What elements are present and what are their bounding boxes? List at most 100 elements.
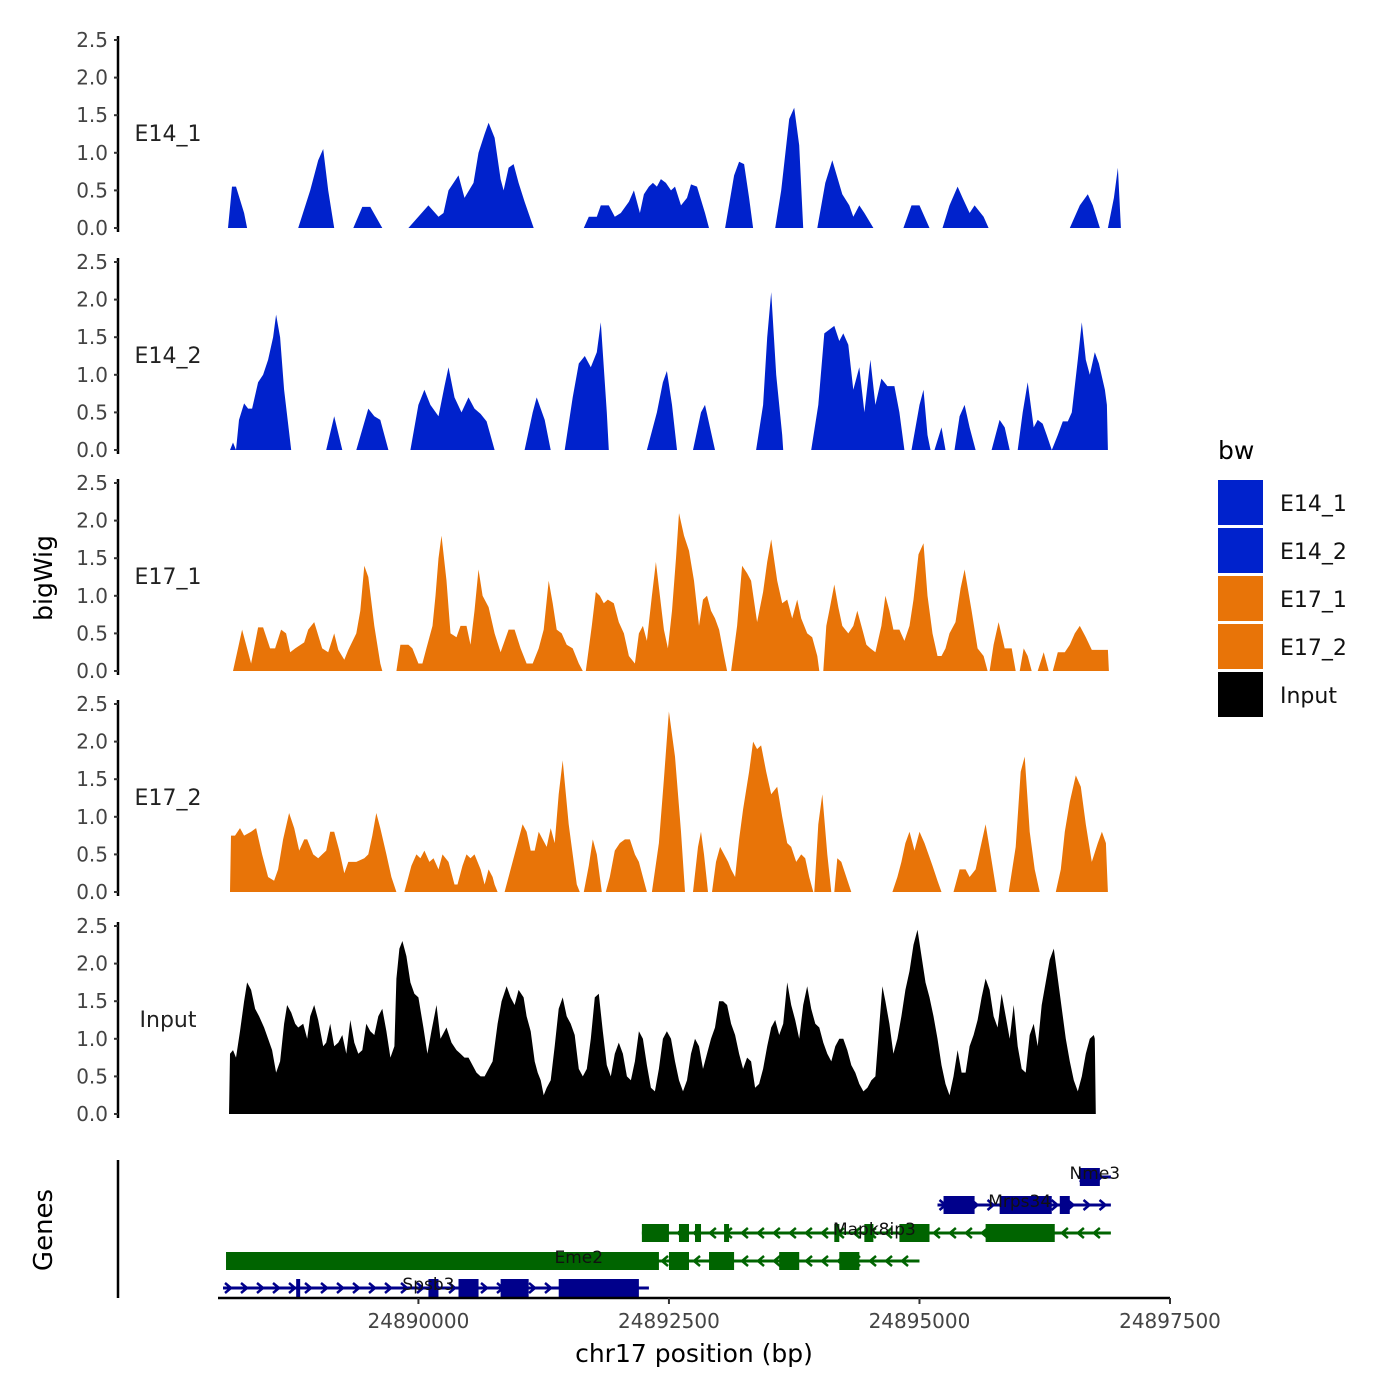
gene-exon	[899, 1224, 930, 1242]
strand-arrow	[851, 1227, 861, 1239]
gene-label: Mrps34	[988, 1192, 1051, 1212]
y-tick-label: 2.5	[76, 250, 108, 274]
strand-arrow	[931, 1227, 941, 1239]
gene-exon	[458, 1279, 479, 1297]
gene-model: Mapk8ip3	[641, 1220, 1111, 1242]
strand-arrow	[416, 1282, 425, 1294]
legend-title: bw	[1218, 436, 1254, 465]
y-tick-label: 0.0	[76, 1102, 108, 1126]
y-tick-label: 1.5	[76, 103, 108, 127]
legend-swatch	[1218, 672, 1263, 717]
strand-arrow	[304, 1282, 313, 1294]
y-tick-label: 0.5	[76, 178, 108, 202]
y-tick-label: 0.5	[76, 400, 108, 424]
legend-entry: E17_1	[1218, 576, 1347, 621]
legend-label: E14_2	[1280, 540, 1347, 565]
strand-arrow	[739, 1227, 749, 1239]
gene-exon	[864, 1224, 874, 1242]
y-tick-label: 1.5	[76, 546, 108, 570]
strand-arrow	[772, 1255, 781, 1267]
gene-label: Nme3	[1070, 1164, 1121, 1184]
strand-arrow	[947, 1227, 957, 1239]
y-tick-label: 1.5	[76, 989, 108, 1013]
strand-arrow	[336, 1282, 345, 1294]
x-axis-title: chr17 position (bp)	[575, 1339, 813, 1368]
legend-entry: Input	[1218, 672, 1337, 717]
gene-exon	[709, 1252, 735, 1270]
strand-arrow	[1050, 1199, 1060, 1211]
y-tick-label: 2.5	[76, 914, 108, 938]
legend-entry: E17_2	[1218, 624, 1347, 669]
y-tick-label: 2.0	[76, 509, 108, 533]
gene-model: Eme2	[226, 1248, 920, 1270]
strand-arrow	[787, 1227, 797, 1239]
gene-exon	[985, 1224, 1055, 1242]
strand-arrow	[692, 1255, 701, 1267]
legend-entry: E14_2	[1218, 528, 1347, 573]
strand-arrow	[900, 1255, 909, 1267]
y-tick-label: 0.5	[76, 1064, 108, 1088]
x-tick-label: 24897500	[1119, 1309, 1221, 1333]
gene-exon	[943, 1196, 975, 1214]
gene-exon	[1059, 1196, 1070, 1214]
gene-exon	[226, 1252, 659, 1270]
strand-arrow	[771, 1227, 781, 1239]
y-tick-label: 1.0	[76, 363, 108, 387]
strand-arrow	[755, 1227, 765, 1239]
y-tick-label: 2.0	[76, 730, 108, 754]
track-label: Input	[140, 1008, 197, 1033]
legend-label: E17_2	[1280, 636, 1347, 661]
gene-exon	[779, 1252, 800, 1270]
strand-arrow	[1098, 1199, 1108, 1211]
gene-exon	[678, 1224, 689, 1242]
y-tick-label: 1.5	[76, 325, 108, 349]
strand-arrow	[448, 1282, 457, 1294]
genes-panel: Nme3 Mrps34 Mapk8ip3 Eme2 Spsb3	[116, 1160, 1121, 1298]
strand-arrow	[883, 1227, 893, 1239]
strand-arrow	[272, 1282, 281, 1294]
strand-arrow	[240, 1282, 249, 1294]
track-panel: 2.5 2.0 1.5 1.0 0.5 0.0 E14_2	[76, 250, 1108, 462]
gene-exon	[296, 1279, 301, 1297]
strand-arrow	[368, 1282, 377, 1294]
track-panel: 2.5 2.0 1.5 1.0 0.5 0.0 E14_1	[76, 28, 1121, 240]
signal-area	[228, 107, 1121, 228]
strand-arrow	[986, 1199, 996, 1211]
y-tick-label: 2.0	[76, 288, 108, 312]
genes-track-label: Genes	[29, 1189, 59, 1271]
gene-exon	[1079, 1168, 1100, 1186]
gene-exon	[999, 1196, 1052, 1214]
y-tick-label: 0.0	[76, 880, 108, 904]
y-tick-label: 2.0	[76, 952, 108, 976]
legend-label: E14_1	[1280, 492, 1347, 517]
strand-arrow	[352, 1282, 361, 1294]
x-tick-label: 24892500	[618, 1309, 720, 1333]
gene-label: Mapk8ip3	[833, 1220, 916, 1240]
legend-label: Input	[1280, 684, 1337, 709]
strand-arrow	[480, 1282, 489, 1294]
gene-exon	[695, 1224, 702, 1242]
strand-arrow	[288, 1282, 297, 1294]
y-tick-label: 1.0	[76, 141, 108, 165]
strand-arrow	[1082, 1199, 1092, 1211]
strand-arrow	[256, 1282, 265, 1294]
y-tick-label: 0.0	[76, 438, 108, 462]
y-tick-label: 1.0	[76, 1027, 108, 1051]
legend-swatch	[1218, 480, 1263, 525]
gene-exon	[839, 1252, 860, 1270]
gene-exon	[668, 1252, 689, 1270]
y-axis-title: bigWig	[29, 535, 58, 621]
gene-label: Eme2	[554, 1248, 603, 1268]
strand-arrow	[1091, 1227, 1101, 1239]
gene-label: Spsb3	[402, 1275, 454, 1295]
x-tick-label: 24890000	[368, 1309, 470, 1333]
track-panels: 2.5 2.0 1.5 1.0 0.5 0.0 E14_1 2.5 2.0 1.5 1.0 0.5 0.…	[76, 28, 1121, 1126]
y-tick-label: 2.5	[76, 28, 108, 52]
gene-exon	[724, 1224, 730, 1242]
legend: bw E14_1 E14_2 E17_1 E17_2 Input	[1218, 436, 1347, 717]
strand-arrow	[660, 1255, 669, 1267]
track-panel: 2.5 2.0 1.5 1.0 0.5 0.0 Input	[76, 914, 1096, 1126]
gene-model: Mrps34	[937, 1192, 1111, 1214]
y-tick-label: 2.0	[76, 66, 108, 90]
strand-arrow	[756, 1255, 765, 1267]
